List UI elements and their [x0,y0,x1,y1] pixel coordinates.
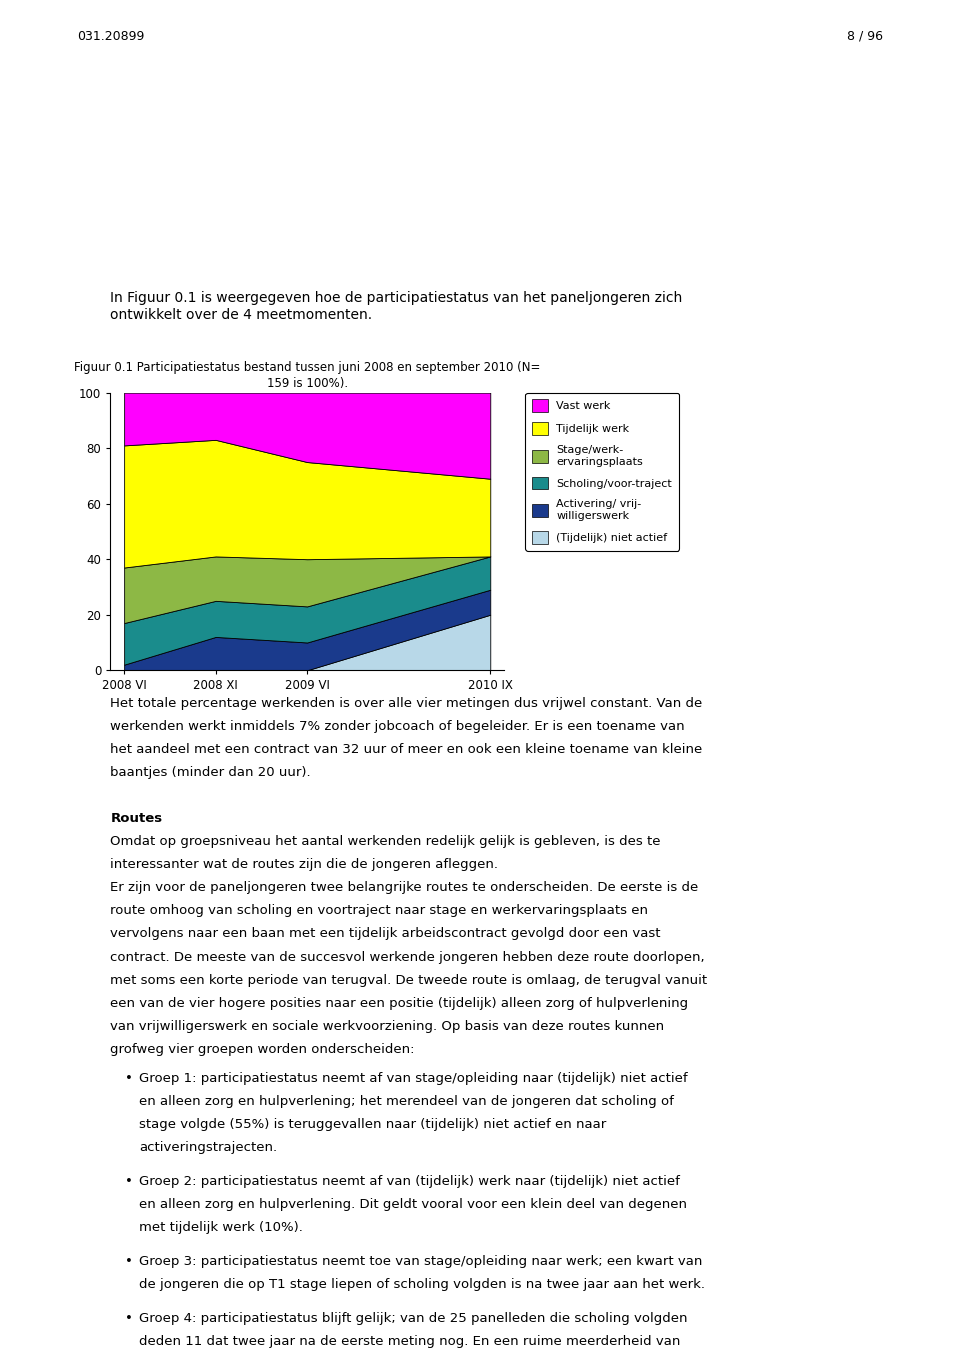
Text: Routes: Routes [110,812,162,826]
Text: van vrijwilligerswerk en sociale werkvoorziening. Op basis van deze routes kunne: van vrijwilligerswerk en sociale werkvoo… [110,1020,664,1033]
Text: Het totale percentage werkenden is over alle vier metingen dus vrijwel constant.: Het totale percentage werkenden is over … [110,697,703,711]
Text: •: • [125,1072,132,1086]
Text: 159 is 100%).: 159 is 100%). [267,376,348,390]
Text: een van de vier hogere posities naar een positie (tijdelijk) alleen zorg of hulp: een van de vier hogere posities naar een… [110,997,688,1010]
Text: Figuur 0.1 Participatiestatus bestand tussen juni 2008 en september 2010 (N=: Figuur 0.1 Participatiestatus bestand tu… [74,360,540,374]
Text: met soms een korte periode van terugval. De tweede route is omlaag, de terugval : met soms een korte periode van terugval.… [110,974,708,987]
Text: activeringstrajecten.: activeringstrajecten. [139,1141,277,1155]
Text: Groep 2: participatiestatus neemt af van (tijdelijk) werk naar (tijdelijk) niet : Groep 2: participatiestatus neemt af van… [139,1175,680,1189]
Text: 031.20899: 031.20899 [77,30,144,43]
Text: met tijdelijk werk (10%).: met tijdelijk werk (10%). [139,1221,303,1235]
Text: interessanter wat de routes zijn die de jongeren afleggen.: interessanter wat de routes zijn die de … [110,858,498,872]
Text: en alleen zorg en hulpverlening. Dit geldt vooral voor een klein deel van degene: en alleen zorg en hulpverlening. Dit gel… [139,1198,687,1212]
Text: stage volgde (55%) is teruggevallen naar (tijdelijk) niet actief en naar: stage volgde (55%) is teruggevallen naar… [139,1118,607,1132]
Text: Er zijn voor de paneljongeren twee belangrijke routes te onderscheiden. De eerst: Er zijn voor de paneljongeren twee belan… [110,881,699,895]
Text: het aandeel met een contract van 32 uur of meer en ook een kleine toename van kl: het aandeel met een contract van 32 uur … [110,743,703,757]
Text: In Figuur 0.1 is weergegeven hoe de participatiestatus van het paneljongeren zic: In Figuur 0.1 is weergegeven hoe de part… [110,291,683,305]
Text: en alleen zorg en hulpverlening; het merendeel van de jongeren dat scholing of: en alleen zorg en hulpverlening; het mer… [139,1095,674,1109]
Text: grofweg vier groepen worden onderscheiden:: grofweg vier groepen worden onderscheide… [110,1043,415,1056]
Text: baantjes (minder dan 20 uur).: baantjes (minder dan 20 uur). [110,766,311,780]
Text: werkenden werkt inmiddels 7% zonder jobcoach of begeleider. Er is een toename va: werkenden werkt inmiddels 7% zonder jobc… [110,720,685,734]
Text: deden 11 dat twee jaar na de eerste meting nog. En een ruime meerderheid van: deden 11 dat twee jaar na de eerste meti… [139,1335,681,1349]
Text: •: • [125,1175,132,1189]
Text: Groep 3: participatiestatus neemt toe van stage/opleiding naar werk; een kwart v: Groep 3: participatiestatus neemt toe va… [139,1255,703,1269]
Text: •: • [125,1312,132,1326]
Text: Omdat op groepsniveau het aantal werkenden redelijk gelijk is gebleven, is des t: Omdat op groepsniveau het aantal werkend… [110,835,660,849]
Text: contract. De meeste van de succesvol werkende jongeren hebben deze route doorlop: contract. De meeste van de succesvol wer… [110,951,705,964]
Text: de jongeren die op T1 stage liepen of scholing volgden is na twee jaar aan het w: de jongeren die op T1 stage liepen of sc… [139,1278,706,1292]
Text: vervolgens naar een baan met een tijdelijk arbeidscontract gevolgd door een vast: vervolgens naar een baan met een tijdeli… [110,927,660,941]
Legend: Vast werk, Tijdelijk werk, Stage/werk-
ervaringsplaats, Scholing/voor-traject, A: Vast werk, Tijdelijk werk, Stage/werk- e… [525,393,679,551]
Text: ontwikkelt over de 4 meetmomenten.: ontwikkelt over de 4 meetmomenten. [110,309,372,322]
Text: 8 / 96: 8 / 96 [848,30,883,43]
Text: route omhoog van scholing en voortraject naar stage en werkervaringsplaats en: route omhoog van scholing en voortraject… [110,904,648,918]
Text: Groep 4: participatiestatus blijft gelijk; van de 25 panelleden die scholing vol: Groep 4: participatiestatus blijft gelij… [139,1312,687,1326]
Text: Groep 1: participatiestatus neemt af van stage/opleiding naar (tijdelijk) niet a: Groep 1: participatiestatus neemt af van… [139,1072,687,1086]
Text: •: • [125,1255,132,1269]
